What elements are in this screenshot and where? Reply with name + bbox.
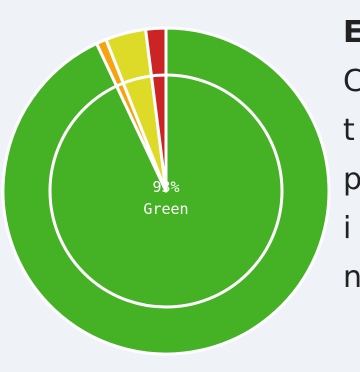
side-line-2: t <box>343 113 355 148</box>
slice-red <box>144 26 168 193</box>
side-line-5: n <box>343 260 360 295</box>
side-line-3: p <box>343 162 360 197</box>
side-text: E C t p i n <box>343 8 360 302</box>
side-line-4: i <box>343 211 352 246</box>
center-label: Green <box>143 200 188 218</box>
center-value: 93% <box>152 178 179 196</box>
side-line-1: C <box>343 64 360 99</box>
inner-ring <box>48 73 284 309</box>
side-heading: E <box>343 15 360 50</box>
